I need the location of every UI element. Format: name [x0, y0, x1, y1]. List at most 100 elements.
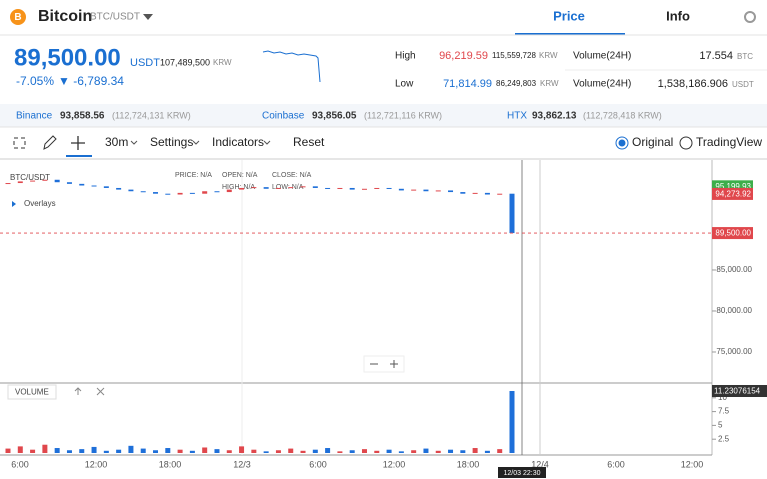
indicators[interactable]: Indicators: [212, 135, 264, 149]
vol-label: Volume(24H): [573, 79, 631, 90]
candle: [423, 189, 429, 192]
volume-bar: [54, 448, 60, 453]
candle: [214, 191, 220, 193]
price-tag: [712, 187, 753, 200]
volume-tag: [712, 385, 767, 398]
volume-tag-label: 11.23076154: [714, 387, 761, 396]
x-tick-label: 6:00: [309, 459, 327, 469]
high-krw: 115,559,728: [492, 51, 536, 60]
volume-bar: [460, 450, 466, 453]
candle: [300, 186, 306, 188]
volume-bar: [411, 450, 417, 453]
overlays[interactable]: Overlays: [24, 199, 56, 208]
volume-bar: [398, 451, 404, 453]
volume-bar: [509, 391, 515, 453]
candle: [17, 181, 23, 184]
volume-bar: [5, 448, 11, 453]
view-original[interactable]: Original: [632, 135, 673, 149]
x-tick-label: 12:00: [681, 459, 704, 469]
candle: [275, 187, 281, 189]
dropdown[interactable]: [143, 14, 153, 20]
crosshair-label: 12/03 22:30: [504, 470, 541, 477]
exchange-price: 93,858.56: [60, 111, 105, 122]
volume-bar: [165, 448, 171, 453]
candle: [116, 187, 122, 190]
settings[interactable]: Settings: [150, 135, 193, 149]
y-tick-label: 75,000.00: [716, 347, 752, 356]
interval[interactable]: 30m: [105, 135, 128, 149]
volume-bar: [177, 449, 183, 453]
sparkline: [262, 50, 321, 83]
volume-tick-label: 2.5: [718, 434, 730, 443]
volume-bar: [484, 450, 490, 453]
volume-bar: [497, 449, 503, 453]
draw-icon[interactable]: [43, 135, 57, 150]
symbol: BTC/USDT: [10, 173, 50, 182]
crosshair-tag: [498, 467, 546, 478]
volume-bar: [140, 448, 146, 453]
tab-price[interactable]: Price: [553, 8, 585, 23]
candle: [484, 192, 490, 195]
view-tradingview[interactable]: TradingView: [696, 135, 762, 149]
candle: [189, 192, 195, 194]
candle: [79, 183, 85, 186]
krw-unit: KRW: [540, 79, 559, 88]
price-tag-label: 95,199.93: [715, 182, 751, 191]
volume-bar: [128, 445, 134, 453]
fullscreen-icon[interactable]: [13, 137, 26, 149]
candle: [460, 192, 466, 194]
candle: [54, 179, 60, 183]
candle: [91, 185, 97, 187]
candle: [128, 189, 134, 192]
x-tick-label: 12:00: [85, 459, 108, 469]
volume-bar: [153, 450, 159, 453]
candle: [398, 188, 404, 191]
volume-bar: [103, 450, 109, 453]
exchange-name: Binance: [16, 111, 53, 122]
vol-label: Volume(24H): [573, 51, 631, 62]
volume-bar: [300, 450, 306, 453]
usdt-unit: USDT: [732, 80, 754, 89]
volume-bar: [239, 446, 245, 453]
candle: [386, 187, 392, 189]
exchange-price: 93,862.13: [532, 111, 577, 122]
candle: [140, 191, 146, 193]
tab-info[interactable]: Info: [666, 8, 690, 23]
krw-unit: KRW: [539, 51, 558, 60]
exchange-name: HTX: [507, 111, 527, 122]
legend-item: LOW: N/A: [272, 184, 304, 191]
candle: [30, 180, 36, 182]
candle: [374, 187, 380, 189]
volume-label: VOLUME: [15, 388, 49, 397]
change: ▼ -6,789.34: [58, 74, 124, 88]
volume-bar: [275, 450, 281, 453]
candle: [66, 182, 72, 184]
reset[interactable]: Reset: [293, 135, 325, 149]
candle: [263, 187, 269, 189]
low-label: Low: [395, 79, 414, 90]
exchange-krw: (112,724,131 KRW): [112, 110, 191, 120]
candle: [103, 186, 109, 188]
candle: [177, 192, 183, 195]
volume-bar: [66, 450, 72, 453]
price-tag: [712, 227, 753, 240]
legend-item: OPEN: N/A: [222, 172, 258, 179]
legend-item: CLOSE: N/A: [272, 172, 312, 179]
crosshair-icon[interactable]: [71, 136, 85, 150]
volume-bar: [17, 446, 23, 453]
volume-bar: [349, 450, 355, 453]
volume-bar: [374, 450, 380, 453]
svg-text:B: B: [14, 12, 21, 23]
high: 96,219.59: [439, 50, 488, 62]
candle: [349, 187, 355, 190]
x-tick-label: 12/4: [531, 459, 549, 469]
legend-item: PRICE: N/A: [175, 172, 212, 179]
volume-bar: [116, 449, 122, 453]
volume-bar: [91, 446, 97, 453]
change-pct: -7.05%: [16, 74, 54, 88]
x-tick-label: 6:00: [11, 459, 29, 469]
vol-btc: 17.554: [699, 50, 733, 62]
settings-icon[interactable]: [744, 11, 756, 23]
candle: [165, 193, 171, 195]
